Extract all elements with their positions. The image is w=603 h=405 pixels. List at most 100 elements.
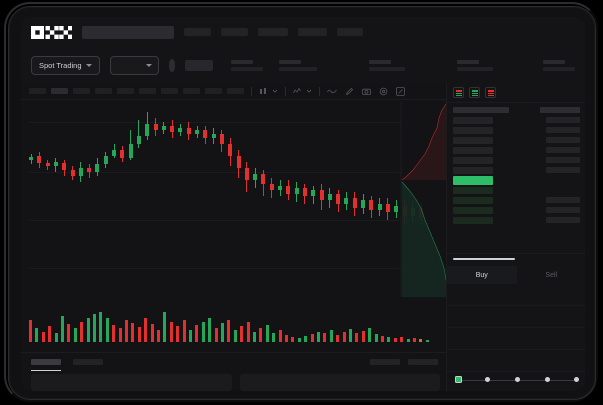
tab-open-orders[interactable]	[31, 359, 61, 371]
ask-price	[453, 116, 493, 124]
bid-price	[453, 196, 493, 204]
candle-body	[29, 157, 33, 160]
volume-bar	[150, 324, 154, 342]
total-field[interactable]	[447, 350, 585, 372]
okx-logo[interactable]	[31, 25, 72, 39]
tab-sell[interactable]: Sell	[545, 271, 558, 279]
nav-item-3[interactable]	[258, 28, 288, 36]
orderbook-ask-row[interactable]	[447, 115, 585, 125]
timeframe-button-6[interactable]	[139, 88, 156, 94]
buy-depth-icon[interactable]	[469, 87, 480, 98]
candlestick-chart-icon[interactable]	[259, 87, 267, 95]
volume-bar	[112, 325, 116, 342]
spot-trading-dropdown[interactable]: Spot Trading	[31, 55, 100, 75]
volume-bar	[253, 332, 256, 342]
timeframe-button-1[interactable]	[29, 88, 46, 94]
slider-handle[interactable]	[455, 376, 462, 383]
candle-body	[186, 128, 191, 134]
orderbook-ask-row[interactable]	[447, 165, 585, 175]
pencil-icon[interactable]	[345, 87, 354, 96]
chevron-down-icon[interactable]	[272, 88, 278, 94]
candle-body	[103, 156, 108, 164]
volume-bar	[291, 337, 295, 342]
volume-chart[interactable]	[21, 302, 446, 352]
volume-bar	[93, 314, 96, 342]
camera-icon[interactable]	[362, 87, 371, 96]
nav-active-item[interactable]	[82, 25, 174, 39]
tab-buy[interactable]: Buy	[447, 266, 517, 284]
orderbook-bid-row[interactable]	[447, 195, 585, 205]
slider-stop-75[interactable]	[545, 377, 550, 382]
bid-price	[453, 216, 493, 224]
bid-price	[453, 186, 493, 194]
timeframe-button-9[interactable]	[205, 88, 222, 94]
orderbook-bid-row[interactable]	[447, 215, 585, 225]
orderbook-ask-row[interactable]	[447, 155, 585, 165]
trading-pair-select[interactable]	[109, 55, 159, 75]
fullscreen-icon[interactable]	[396, 86, 405, 96]
volume-bar	[169, 322, 173, 342]
price-chart[interactable]	[21, 100, 446, 297]
both-depth-icon[interactable]	[453, 87, 464, 98]
market-stat-1	[231, 59, 263, 71]
volume-bar	[80, 322, 84, 342]
order-type-field[interactable]	[447, 284, 585, 306]
timeframe-button-3[interactable]	[73, 88, 90, 94]
volume-bar	[189, 330, 192, 342]
order-book[interactable]	[447, 105, 585, 251]
timeframe-button-7[interactable]	[161, 88, 178, 94]
ask-amount	[546, 137, 580, 143]
orderbook-ask-row[interactable]	[447, 145, 585, 155]
slider-stop-50[interactable]	[515, 377, 520, 382]
price-field[interactable]	[447, 306, 585, 328]
volume-bar	[387, 337, 391, 342]
candle-body	[394, 206, 399, 212]
slider-stop-100[interactable]	[574, 377, 579, 382]
gear-icon[interactable]	[379, 87, 388, 96]
candle-body	[253, 174, 258, 180]
orderbook-amount-header	[540, 107, 580, 113]
bid-amount	[546, 187, 580, 193]
tab-order-history[interactable]	[73, 359, 103, 365]
orderbook-ask-row[interactable]	[447, 135, 585, 145]
chevron-down-icon[interactable]	[306, 88, 312, 94]
orders-panel	[21, 352, 446, 391]
market-stat-3	[369, 59, 405, 71]
candle-body	[319, 190, 324, 200]
orders-action-2[interactable]	[408, 359, 438, 365]
candle-body	[311, 190, 316, 196]
nav-item-2[interactable]	[221, 28, 248, 36]
timeframe-button-5[interactable]	[117, 88, 134, 94]
slider-stop-25[interactable]	[485, 377, 490, 382]
amount-field[interactable]	[447, 328, 585, 350]
orders-action-1[interactable]	[370, 359, 400, 365]
orderbook-bid-row[interactable]	[447, 205, 585, 215]
timeframe-button-8[interactable]	[183, 88, 200, 94]
volume-bar	[323, 333, 327, 342]
nav-item-1[interactable]	[184, 28, 211, 36]
timeframe-button-4[interactable]	[95, 88, 112, 94]
volume-bar	[35, 328, 39, 342]
candle-body	[120, 150, 125, 158]
volume-bar	[125, 320, 128, 342]
sell-depth-icon[interactable]	[485, 87, 496, 98]
orderbook-ask-row[interactable]	[447, 125, 585, 135]
volume-bar	[29, 320, 32, 342]
panel-progress-indicator[interactable]	[453, 258, 515, 260]
amount-slider[interactable]	[455, 376, 580, 384]
candle-body	[153, 124, 158, 130]
nav-item-4[interactable]	[298, 28, 327, 36]
line-chart-icon[interactable]	[327, 87, 337, 95]
ask-price	[453, 146, 493, 154]
trade-form-fields	[447, 284, 585, 372]
orderbook-bid-row[interactable]	[447, 185, 585, 195]
volume-bar	[208, 318, 212, 342]
last-price-spacer	[546, 177, 580, 183]
candle-body	[78, 168, 83, 176]
timeframe-button-2[interactable]	[51, 88, 68, 94]
nav-item-5[interactable]	[337, 28, 363, 36]
chart-gridline	[29, 122, 442, 123]
indicators-icon[interactable]	[293, 87, 301, 95]
depth-chart[interactable]	[399, 102, 446, 297]
timeframe-button-10[interactable]	[227, 88, 244, 94]
